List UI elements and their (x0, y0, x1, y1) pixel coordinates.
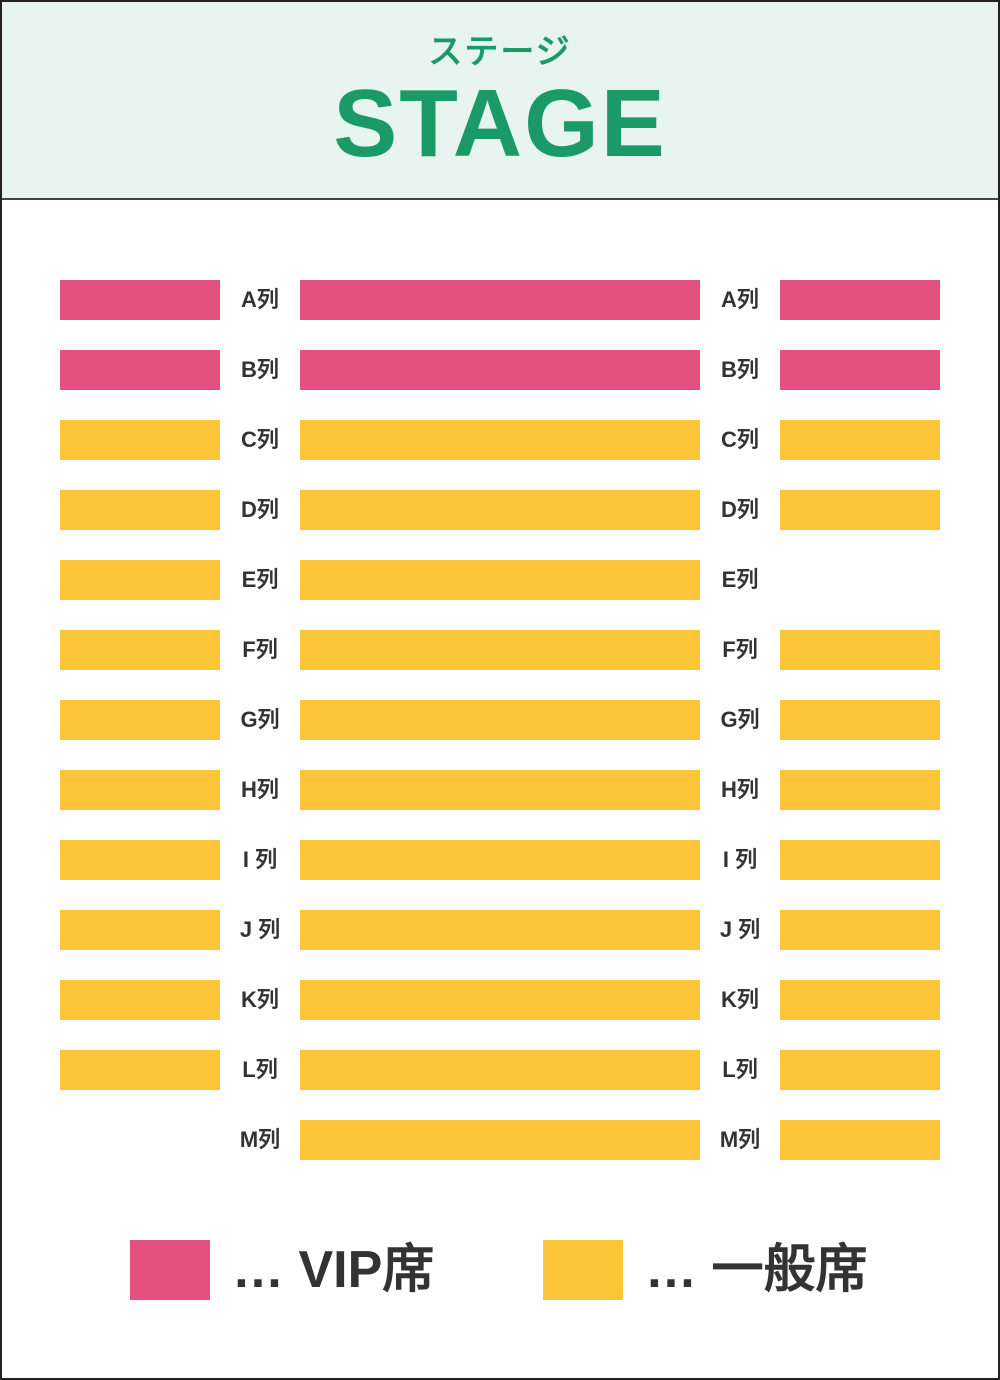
seat-block-center-vip (300, 280, 700, 320)
seat-block-right-general (780, 840, 940, 880)
seat-block-right-general (780, 1050, 940, 1090)
seat-block-center-general (300, 1050, 700, 1090)
seat-block-center-general (300, 560, 700, 600)
seat-block-center-general (300, 840, 700, 880)
seat-block-center-general (300, 490, 700, 530)
seat-row: K列 K列 (0, 980, 1000, 1020)
seat-row: E列 E列 (0, 560, 1000, 600)
seat-row: L列 L列 (0, 1050, 1000, 1090)
seat-block-center-general (300, 700, 700, 740)
seat-block-right-general (780, 630, 940, 670)
row-label-right: M列 (719, 1127, 761, 1152)
seat-block-left-general (60, 910, 220, 950)
row-label-left: A列 (241, 287, 279, 312)
seat-block-right-vip (780, 280, 940, 320)
seat-block-center-vip (300, 350, 700, 390)
seat-row: C列 C列 (0, 420, 1000, 460)
seat-block-left-general (60, 420, 220, 460)
row-label-left: G列 (240, 707, 280, 732)
seat-block-left-general (60, 560, 220, 600)
stage-kana-label: ステージ (428, 33, 572, 71)
stage-title: STAGE (333, 70, 667, 177)
seat-block-right-general (780, 420, 940, 460)
row-label-right: I 列 (722, 847, 758, 872)
seat-block-center-general (300, 420, 700, 460)
row-label-right: G列 (720, 707, 760, 732)
seat-block-right-vip (780, 350, 940, 390)
stage-area: ステージ STAGE (2, 2, 998, 200)
legend-vip-label: … VIP席 (232, 1241, 435, 1299)
seat-block-left-general (60, 490, 220, 530)
row-label-left: F列 (242, 637, 278, 662)
row-label-left: K列 (241, 987, 279, 1012)
row-label-right: D列 (721, 497, 759, 522)
row-label-right: F列 (722, 637, 758, 662)
legend: … VIP席 … 一般席 (0, 1240, 1000, 1300)
seat-row: B列 B列 (0, 350, 1000, 390)
row-label-left: H列 (241, 777, 279, 802)
row-label-left: I 列 (242, 847, 278, 872)
seat-block-left-general (60, 770, 220, 810)
row-label-left: C列 (241, 427, 279, 452)
row-label-right: B列 (721, 357, 759, 382)
row-label-right: A列 (721, 287, 759, 312)
seat-block-left-general (60, 840, 220, 880)
seat-block-center-general (300, 630, 700, 670)
seat-block-center-general (300, 910, 700, 950)
seat-row: M列 M列 (0, 1120, 1000, 1160)
seat-row: A列 A列 (0, 280, 1000, 320)
row-label-right: L列 (722, 1057, 758, 1082)
seat-row: G列 G列 (0, 700, 1000, 740)
row-label-left: B列 (241, 357, 279, 382)
seat-block-center-general (300, 1120, 700, 1160)
row-label-left: E列 (241, 567, 279, 592)
legend-vip-swatch (130, 1240, 210, 1300)
seat-block-left-vip (60, 280, 220, 320)
seat-block-left-general (60, 1050, 220, 1090)
row-label-left: J 列 (239, 917, 281, 942)
row-label-left: M列 (239, 1127, 281, 1152)
row-label-right: C列 (721, 427, 759, 452)
row-label-left: L列 (242, 1057, 278, 1082)
row-label-right: E列 (721, 567, 759, 592)
seat-row: F列 F列 (0, 630, 1000, 670)
seat-block-center-general (300, 980, 700, 1020)
legend-general-label: … 一般席 (645, 1241, 868, 1299)
row-label-right: K列 (721, 987, 759, 1012)
seat-block-left-general (60, 700, 220, 740)
seat-block-right-general (780, 490, 940, 530)
seat-block-right-general (780, 980, 940, 1020)
seat-block-right-general (780, 770, 940, 810)
seat-block-left-vip (60, 350, 220, 390)
legend-general-swatch (543, 1240, 623, 1300)
row-label-left: D列 (241, 497, 279, 522)
seat-block-left-general (60, 980, 220, 1020)
seat-block-right-general (780, 910, 940, 950)
row-label-right: J 列 (719, 917, 761, 942)
seat-row: D列 D列 (0, 490, 1000, 530)
seat-block-right-general (780, 700, 940, 740)
seat-block-center-general (300, 770, 700, 810)
row-label-right: H列 (721, 777, 759, 802)
seat-row: H列 H列 (0, 770, 1000, 810)
seat-block-right-general (780, 1120, 940, 1160)
seat-block-left-general (60, 630, 220, 670)
